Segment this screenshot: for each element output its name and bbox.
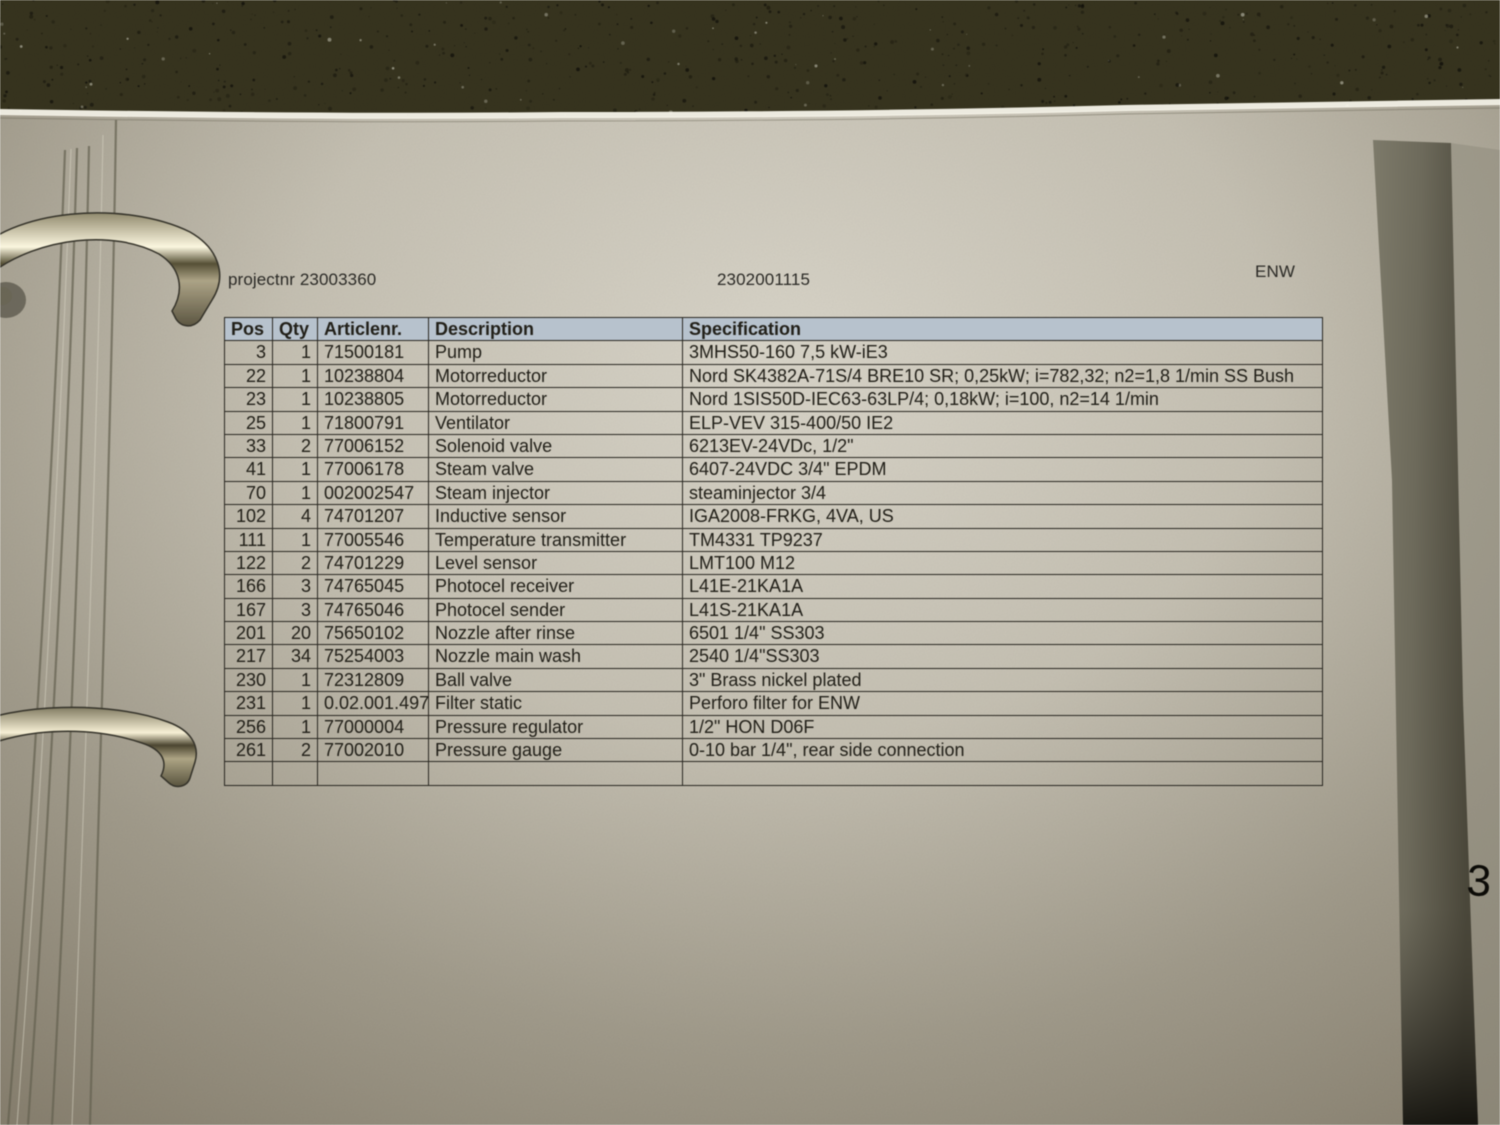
svg-text:3: 3	[1465, 856, 1492, 906]
